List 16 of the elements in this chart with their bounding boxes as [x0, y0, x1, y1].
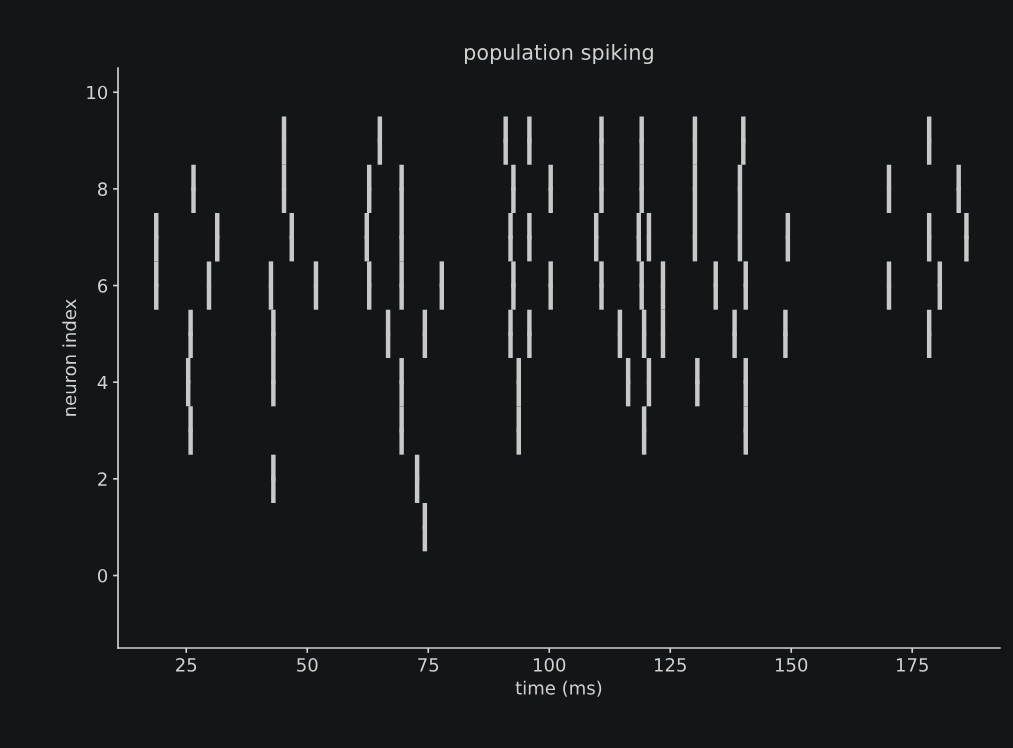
y-tick-label: 0: [97, 568, 108, 583]
x-tick-label: 125: [654, 658, 686, 672]
chart-title: population spiking: [465, 43, 653, 65]
y-tick-label: 4: [97, 375, 108, 390]
x-axis-title: time (ms): [515, 680, 602, 697]
y-axis-title: neuron index: [62, 299, 77, 416]
y-tick-label: 10: [87, 85, 108, 100]
x-tick-label: 175: [896, 658, 928, 672]
y-tick-label: 6: [98, 279, 108, 293]
y-tick-label: 2: [98, 472, 107, 486]
y-tick-label: 8: [98, 182, 108, 196]
x-tick-label: 150: [775, 658, 808, 672]
x-tick-label: 75: [418, 658, 439, 672]
x-tick-label: 50: [297, 658, 318, 672]
x-tick-label: 25: [176, 658, 197, 672]
x-tick-label: 100: [533, 658, 566, 672]
